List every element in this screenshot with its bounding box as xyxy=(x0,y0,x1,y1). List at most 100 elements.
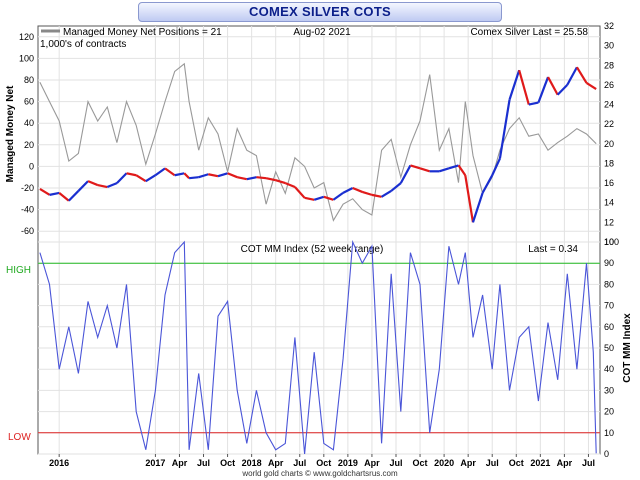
silver-price-segment xyxy=(410,164,421,170)
silver-price-segment xyxy=(164,167,176,177)
left-tick-label: -20 xyxy=(21,183,34,193)
silver-price-segment xyxy=(419,167,430,173)
silver-price-segment xyxy=(547,76,559,96)
right-axis-ticks: 32 30 28 26 24 22 20 18 16 14 12 10 xyxy=(604,21,614,247)
silver-price-segment xyxy=(77,180,89,192)
left-tick-label: 20 xyxy=(24,140,34,150)
index-tick-label: 40 xyxy=(604,364,614,374)
silver-price-segment xyxy=(380,190,392,198)
right-tick-label: 22 xyxy=(604,119,614,129)
index-tick-label: 90 xyxy=(604,258,614,268)
right-tick-label: 18 xyxy=(604,158,614,168)
silver-price-segment xyxy=(284,182,296,189)
silver-price-segment xyxy=(294,186,306,199)
right-tick-label: 14 xyxy=(604,198,614,208)
index-tick-label: 100 xyxy=(604,237,619,247)
left-tick-label: 60 xyxy=(24,97,34,107)
silver-price-segment xyxy=(323,195,334,201)
index-tick-label: 60 xyxy=(604,322,614,332)
silver-price-series xyxy=(39,66,597,223)
left-tick-label: 120 xyxy=(19,32,34,42)
silver-price-segment xyxy=(106,182,118,189)
x-tick-label: Apr xyxy=(460,458,476,468)
silver-price-segment xyxy=(246,176,257,181)
right-tick-label: 10 xyxy=(604,237,614,247)
footer-credit: world gold charts © www.goldchartsrus.co… xyxy=(241,469,398,478)
silver-price-segment xyxy=(68,190,80,202)
x-tick-label: Oct xyxy=(413,458,428,468)
chart-banner-title: COMEX SILVER COTS xyxy=(138,2,502,22)
silver-price-segment xyxy=(566,66,578,86)
silver-price-segment xyxy=(145,174,156,183)
x-tick-label: 2020 xyxy=(434,458,454,468)
silver-price-segment xyxy=(188,176,199,180)
silver-price-segment xyxy=(508,69,521,100)
left-axis-ticks: 120 100 80 60 40 20 0 -20 -40 -60 xyxy=(19,32,34,236)
x-tick-label: Jul xyxy=(582,458,595,468)
silver-price-label: Comex Silver Last = 25.58 xyxy=(470,27,588,38)
left-tick-label: 100 xyxy=(19,53,34,63)
silver-price-segment xyxy=(198,173,209,179)
silver-price-segment xyxy=(275,179,286,185)
index-tick-label: 0 xyxy=(604,449,609,459)
silver-price-segment xyxy=(361,190,373,196)
silver-price-segment xyxy=(438,167,450,173)
silver-price-segment xyxy=(313,195,325,201)
cot-index-title: COT MM Index (52 week range) xyxy=(241,244,384,255)
silver-price-segment xyxy=(304,196,315,201)
low-label: LOW xyxy=(8,432,31,443)
silver-price-segment xyxy=(58,192,70,202)
x-axis-ticks: 2016 2017 Apr Jul Oct 2018 Apr Jul Oct 2019 Apr Jul… xyxy=(49,454,595,468)
silver-price-segment xyxy=(236,176,248,181)
legend-label: Managed Money Net Positions = 21 xyxy=(63,27,222,38)
x-tick-label: Oct xyxy=(316,458,331,468)
left-axis-label: Managed Money Net xyxy=(5,85,16,182)
silver-price-segment xyxy=(399,164,412,184)
silver-price-segment xyxy=(217,172,228,178)
silver-price-segment xyxy=(537,76,550,103)
x-tick-label: Apr xyxy=(364,458,380,468)
x-tick-label: 2016 xyxy=(49,458,69,468)
silver-price-segment xyxy=(352,186,363,193)
cot-index-series xyxy=(39,239,597,455)
x-tick-label: Jul xyxy=(293,458,306,468)
right-tick-label: 30 xyxy=(604,41,614,51)
silver-price-segment xyxy=(518,69,530,105)
left-tick-label: 40 xyxy=(24,118,34,128)
x-tick-label: Apr xyxy=(172,458,188,468)
date-label: Aug-02 2021 xyxy=(293,27,351,38)
silver-price-segment xyxy=(97,183,108,189)
top-panel-frame xyxy=(37,25,601,243)
silver-price-segment xyxy=(154,167,166,177)
index-tick-label: 10 xyxy=(604,428,614,438)
silver-price-segment xyxy=(371,193,382,198)
x-tick-label: 2018 xyxy=(242,458,262,468)
x-tick-label: Jul xyxy=(197,458,210,468)
right-tick-label: 20 xyxy=(604,139,614,149)
silver-price-segment xyxy=(342,187,354,194)
index-tick-label: 20 xyxy=(604,407,614,417)
high-label: HIGH xyxy=(6,265,31,276)
left-tick-label: -60 xyxy=(21,226,34,236)
x-tick-label: Apr xyxy=(268,458,284,468)
x-tick-label: Oct xyxy=(220,458,235,468)
silver-price-segment xyxy=(448,164,459,170)
silver-price-segment xyxy=(498,99,511,159)
right-tick-label: 12 xyxy=(604,217,614,227)
x-tick-label: 2017 xyxy=(145,458,165,468)
silver-price-segment xyxy=(491,158,501,176)
silver-price-segment xyxy=(256,176,267,180)
x-tick-label: Apr xyxy=(557,458,573,468)
right-tick-label: 24 xyxy=(604,100,614,110)
silver-price-segment xyxy=(126,172,137,177)
x-tick-label: Jul xyxy=(486,458,499,468)
silver-price-segment xyxy=(575,66,588,84)
silver-price-segment xyxy=(183,172,190,179)
right-tick-label: 26 xyxy=(604,80,614,90)
top-panel-grid xyxy=(38,26,600,242)
silver-price-segment xyxy=(227,172,238,179)
cot-index-line xyxy=(39,239,597,455)
right-tick-label: 28 xyxy=(604,60,614,70)
silver-price-segment xyxy=(457,164,467,176)
